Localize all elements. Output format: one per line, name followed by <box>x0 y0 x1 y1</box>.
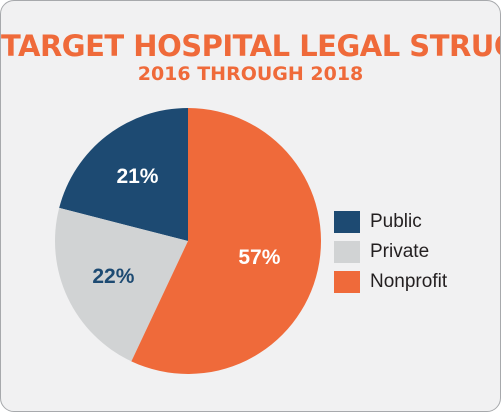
legend-swatch-public <box>334 211 360 233</box>
legend-label-public: Public <box>370 211 422 232</box>
legend-item-nonprofit: Nonprofit <box>334 267 447 297</box>
legend-swatch-nonprofit <box>334 271 360 293</box>
pie-slice-private <box>55 207 189 362</box>
slice-label-nonprofit: 57% <box>238 246 280 269</box>
legend-item-private: Private <box>334 237 447 267</box>
slice-label-private: 22% <box>92 265 134 288</box>
chart-title: TARGET HOSPITAL LEGAL STRUCTURE <box>1 29 500 63</box>
legend-item-public: Public <box>334 207 447 237</box>
slice-label-public: 21% <box>116 165 158 188</box>
chart-subtitle: 2016 THROUGH 2018 <box>137 63 364 85</box>
legend-label-nonprofit: Nonprofit <box>370 271 448 292</box>
pie-slice-nonprofit <box>131 108 321 374</box>
legend: Public Private Nonprofit <box>334 207 447 297</box>
pie-slice-public <box>59 108 189 241</box>
legend-label-private: Private <box>370 241 430 262</box>
legend-swatch-private <box>334 241 360 263</box>
